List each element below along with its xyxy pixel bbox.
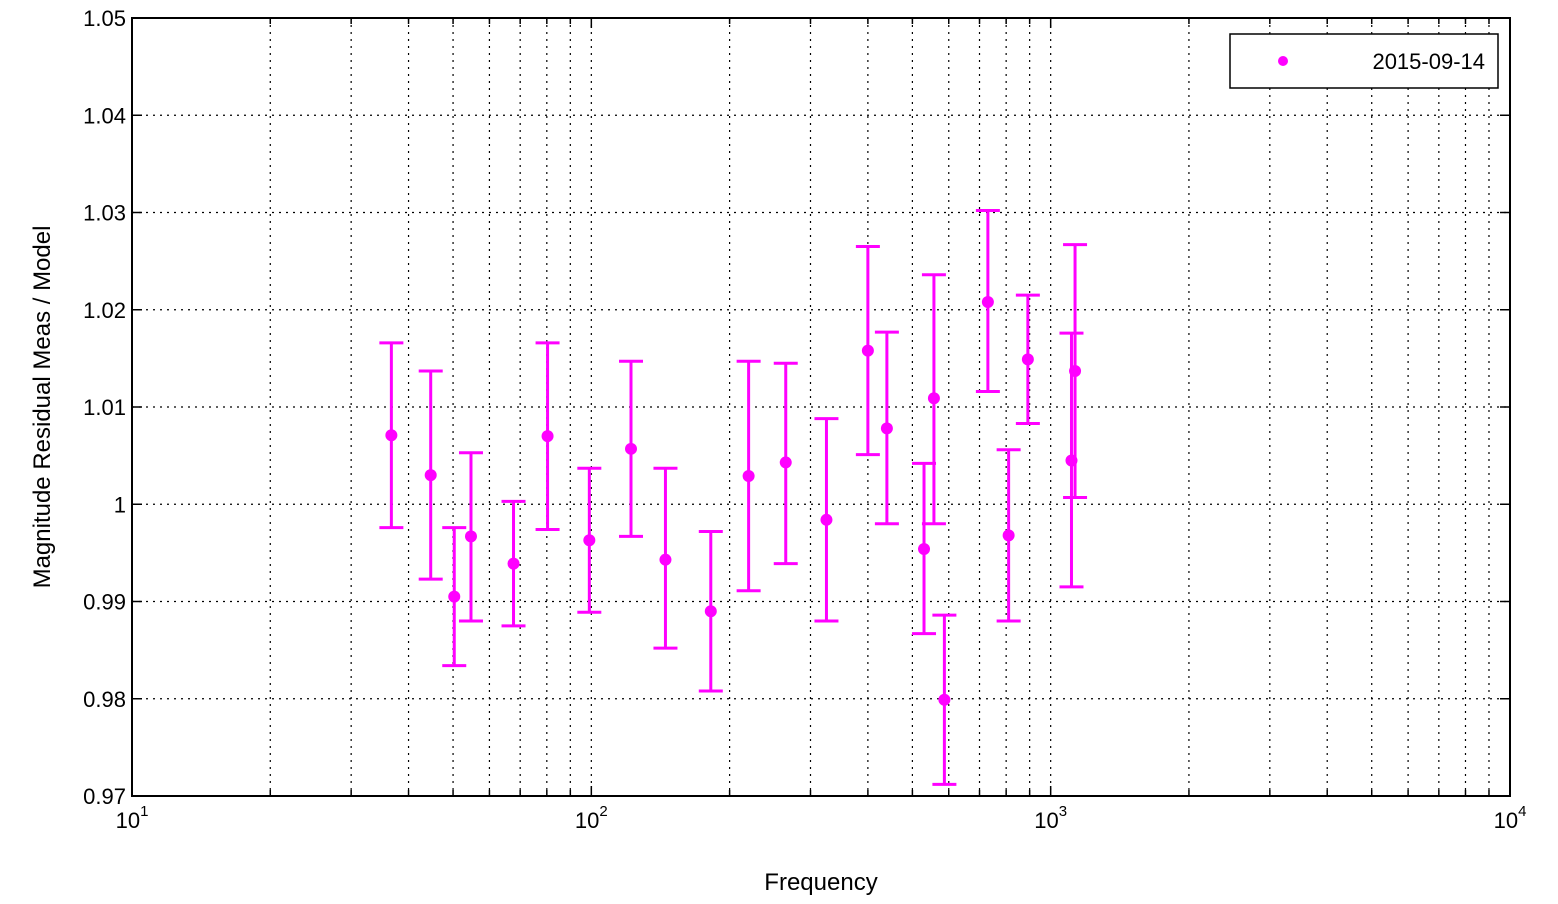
data-point [464, 530, 477, 543]
data-point [938, 693, 951, 706]
data-markers [385, 295, 1082, 706]
y-tick-label: 0.99 [83, 590, 126, 615]
error-bars [379, 209, 1088, 786]
plot-frame [131, 17, 1511, 797]
x-axis-label: Frequency [764, 869, 877, 896]
data-point [981, 295, 994, 308]
data-point [704, 605, 717, 618]
plot-background [132, 18, 1510, 796]
x-tick-label: 101 [116, 803, 149, 833]
data-point [820, 513, 833, 526]
data-point [880, 422, 893, 435]
data-point [1065, 454, 1078, 467]
data-point [541, 430, 554, 443]
data-point [779, 456, 792, 469]
data-point [1002, 529, 1015, 542]
y-tick-label: 1.05 [83, 6, 126, 31]
y-tick-label: 0.97 [83, 784, 126, 809]
data-point [861, 344, 874, 357]
y-tick-labels: 0.97 0.98 0.99 1 1.01 1.02 1.03 1.04 1.05 [83, 6, 126, 809]
legend-label: 2015-09-14 [1372, 49, 1485, 74]
data-point [385, 429, 398, 442]
data-point [1021, 353, 1034, 366]
y-tick-label: 1.04 [83, 103, 126, 128]
y-tick-label: 1.02 [83, 298, 126, 323]
x-tick-label: 104 [1494, 803, 1527, 833]
y-axis-label: Magnitude Residual Meas / Model [29, 226, 56, 589]
data-point [424, 469, 437, 482]
x-tick-label: 102 [575, 803, 608, 833]
y-tick-label: 0.98 [83, 687, 126, 712]
legend-marker [1278, 56, 1288, 66]
y-tick-label: 1.03 [83, 201, 126, 226]
legend-box [1229, 33, 1499, 89]
grid [132, 18, 1510, 796]
data-point [448, 590, 461, 603]
data-point [583, 534, 596, 547]
data-point [625, 442, 638, 455]
data-point [659, 553, 672, 566]
data-point [507, 557, 520, 570]
y-tick-label: 1 [114, 492, 126, 517]
data-point [742, 470, 755, 483]
x-tick-labels: 101 102 103 104 [116, 803, 1527, 833]
data-point [1069, 365, 1082, 378]
y-tick-label: 1.01 [83, 395, 126, 420]
x-tick-label: 103 [1034, 803, 1067, 833]
data-point [927, 392, 940, 405]
legend: 2015-09-14 [1229, 33, 1499, 89]
data-point [918, 542, 931, 555]
